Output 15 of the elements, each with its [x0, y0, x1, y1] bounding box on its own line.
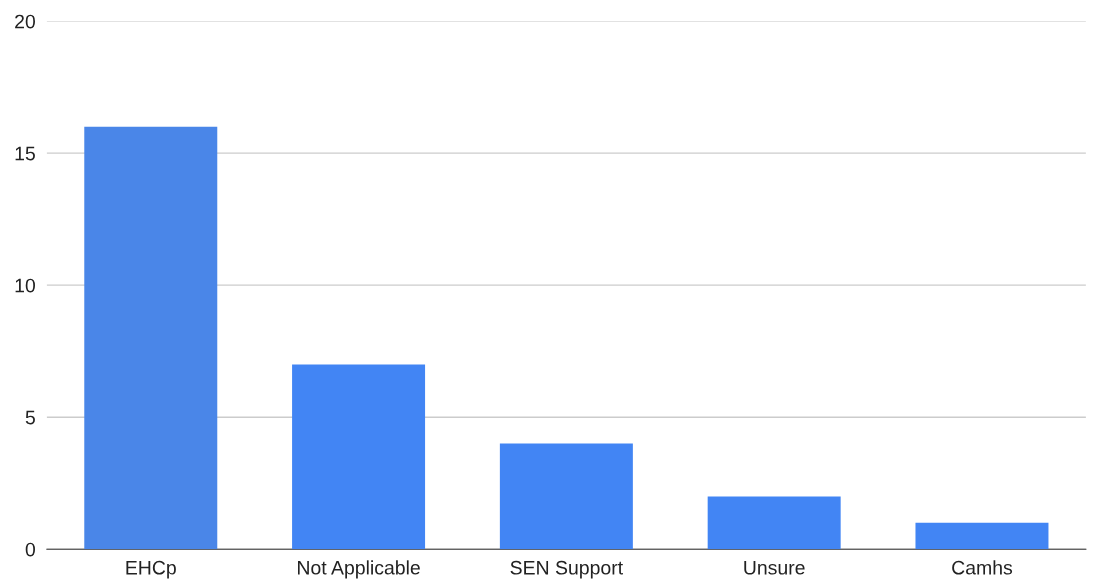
x-tick-label: Camhs [952, 560, 1013, 575]
y-tick-label: 5 [25, 410, 35, 425]
bar [84, 126, 218, 550]
y-tick-label: 15 [15, 146, 35, 161]
bar [915, 522, 1049, 550]
bar [707, 496, 841, 550]
x-tick-label: Unsure [744, 561, 805, 575]
x-tick-label: SEN Support [510, 560, 623, 579]
bar [292, 364, 426, 550]
y-tick-label: 20 [15, 14, 35, 29]
bar [499, 443, 633, 550]
x-tick-label: EHCp [126, 560, 176, 579]
y-tick-label: 0 [25, 542, 35, 557]
y-tick-label: 10 [15, 278, 35, 293]
x-tick-label: Not Applicable [298, 560, 420, 579]
